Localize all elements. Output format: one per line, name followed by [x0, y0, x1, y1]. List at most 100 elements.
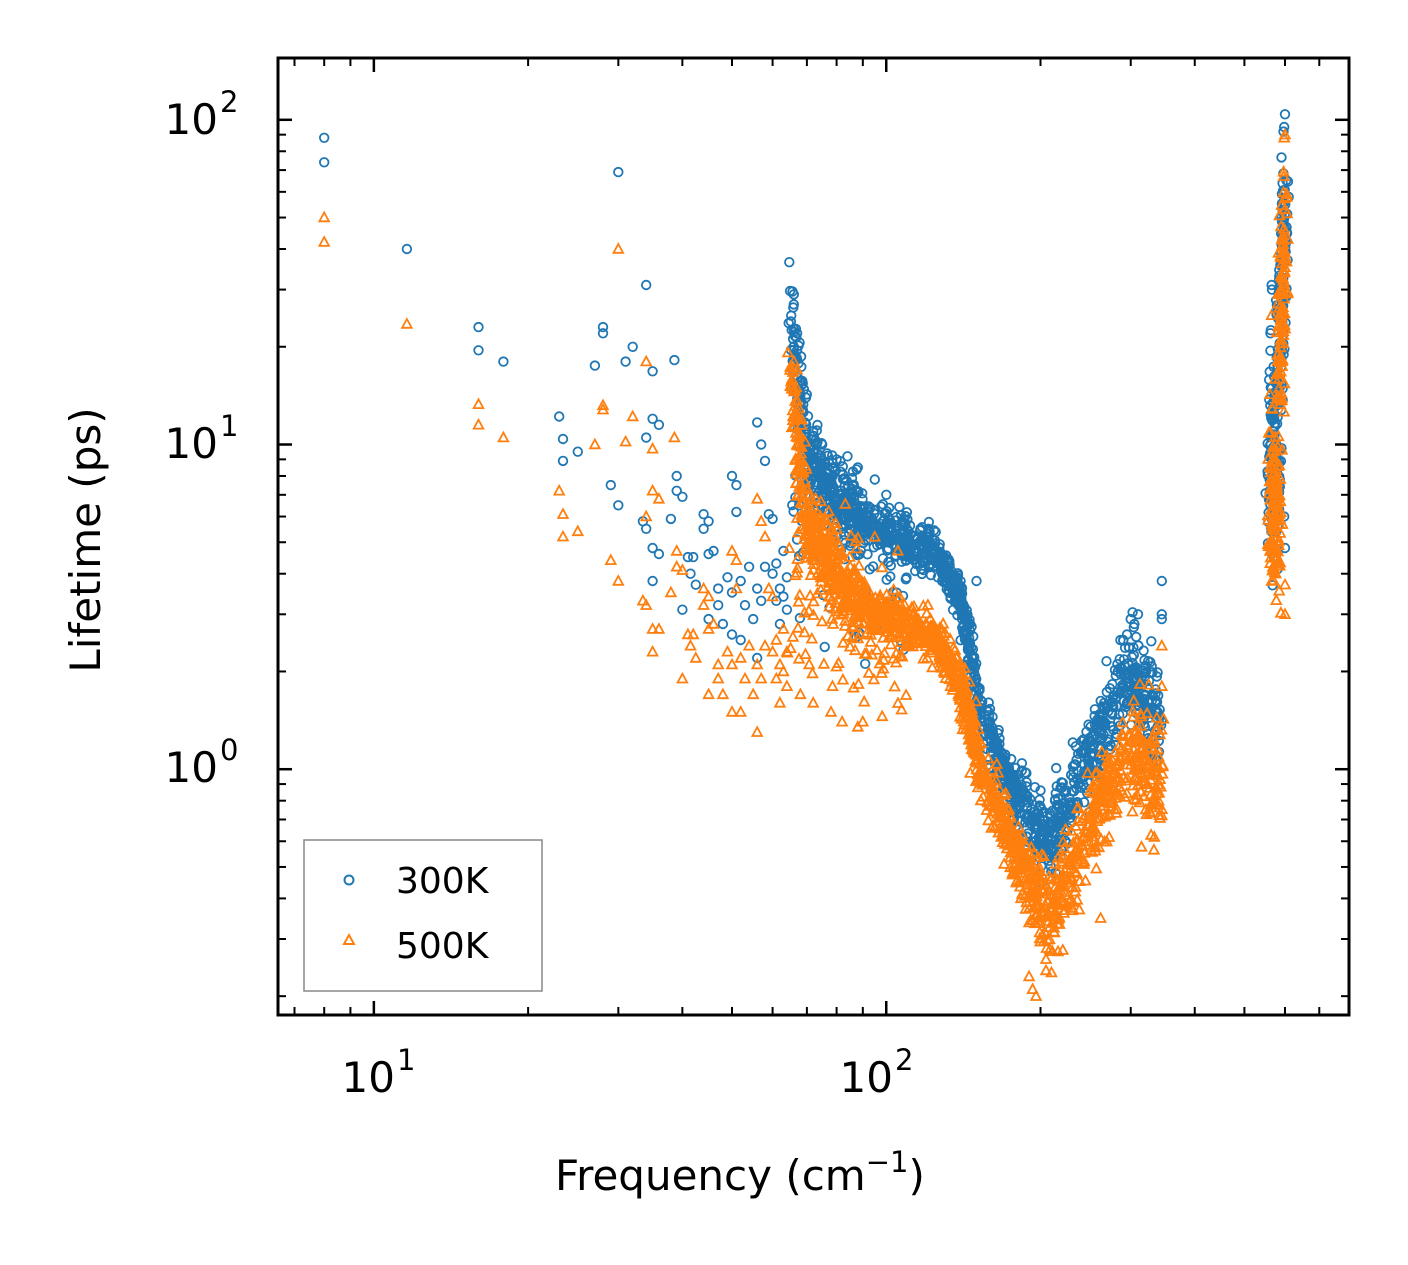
point-500k	[1088, 843, 1102, 856]
point-500k	[1265, 574, 1278, 586]
point-500k	[1089, 766, 1102, 779]
point-500k	[884, 601, 897, 614]
point-500k	[1120, 786, 1134, 799]
point-500k	[833, 547, 847, 559]
point-500k	[604, 553, 618, 565]
point-500k	[1039, 952, 1053, 964]
point-500k	[948, 643, 962, 655]
point-500k	[1268, 565, 1282, 578]
point-300k	[812, 419, 823, 431]
point-500k	[860, 626, 874, 638]
point-500k	[844, 529, 858, 541]
point-500k	[884, 637, 898, 650]
point-500k	[1145, 735, 1158, 747]
point-500k	[780, 679, 794, 691]
point-300k	[641, 523, 652, 535]
point-500k	[891, 696, 905, 708]
point-500k	[1273, 397, 1287, 410]
point-500k	[1152, 749, 1165, 762]
point-500k	[1065, 850, 1079, 862]
point-500k	[969, 730, 983, 742]
point-300k	[856, 504, 868, 515]
point-500k	[899, 688, 913, 700]
point-500k	[791, 621, 805, 633]
point-500k	[1278, 202, 1292, 215]
point-300k	[605, 479, 617, 491]
point-300k	[1078, 797, 1090, 808]
point-500k	[1024, 870, 1038, 883]
point-300k	[1130, 662, 1142, 673]
point-300k	[896, 556, 908, 567]
point-500k	[1134, 719, 1148, 731]
point-500k	[790, 511, 804, 523]
point-500k	[1129, 793, 1143, 805]
point-500k	[867, 672, 881, 685]
point-300k	[1142, 656, 1154, 667]
point-500k	[974, 753, 988, 765]
point-300k	[647, 366, 658, 377]
point-500k	[1048, 910, 1062, 922]
point-500k	[807, 562, 820, 575]
point-300k	[851, 464, 862, 475]
point-300k	[788, 326, 800, 338]
point-300k	[597, 328, 609, 339]
point-500k	[790, 393, 804, 406]
point-300k	[677, 491, 688, 503]
point-300k	[557, 455, 569, 467]
point-300k	[1021, 812, 1033, 824]
point-500k	[857, 694, 871, 707]
point-300k	[1016, 758, 1028, 769]
point-500k	[868, 530, 882, 542]
point-300k	[915, 525, 926, 536]
point-500k	[1029, 989, 1043, 1001]
point-300k	[968, 664, 980, 675]
point-300k	[1058, 786, 1070, 797]
point-500k	[823, 599, 836, 612]
point-500k	[791, 552, 804, 564]
point-300k	[778, 545, 789, 557]
point-500k	[742, 638, 756, 651]
point-500k	[1087, 779, 1100, 792]
point-500k	[976, 790, 990, 802]
point-300k	[800, 392, 812, 403]
point-500k	[1134, 743, 1148, 756]
point-500k	[963, 674, 976, 687]
point-500k	[1277, 130, 1291, 143]
point-300k	[557, 433, 569, 445]
point-500k	[670, 544, 684, 556]
point-500k	[1133, 677, 1147, 689]
point-500k	[1264, 481, 1277, 494]
point-300k	[863, 506, 874, 518]
x-tick-label-10: 10	[342, 1053, 395, 1102]
point-500k	[821, 518, 834, 531]
point-300k	[1129, 663, 1140, 674]
point-500k	[1097, 799, 1110, 811]
point-300k	[647, 542, 658, 554]
point-500k	[1269, 550, 1283, 562]
point-300k	[752, 583, 763, 594]
point-300k	[787, 333, 799, 345]
point-500k	[791, 561, 804, 573]
point-300k	[752, 652, 763, 664]
y-tick-label-100: 10	[165, 95, 218, 144]
point-500k	[1069, 880, 1082, 892]
point-300k	[1152, 667, 1163, 678]
point-300k	[841, 504, 853, 515]
point-500k	[1155, 679, 1169, 691]
point-300k	[1123, 642, 1135, 653]
point-500k	[965, 708, 979, 721]
point-300k	[827, 481, 839, 492]
point-500k	[813, 509, 827, 521]
point-500k	[807, 535, 820, 548]
point-300k	[962, 635, 973, 646]
point-500k	[817, 657, 831, 669]
point-300k	[1051, 799, 1063, 811]
point-300k	[1152, 690, 1164, 701]
point-300k	[498, 356, 509, 367]
point-500k	[995, 809, 1009, 822]
point-500k	[1083, 811, 1097, 823]
point-500k	[1277, 404, 1291, 417]
point-500k	[879, 625, 893, 637]
point-500k	[1130, 724, 1143, 737]
